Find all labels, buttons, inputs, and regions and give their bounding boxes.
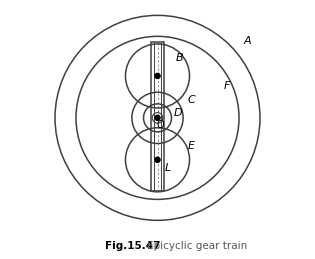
Text: A: A [244, 36, 251, 46]
Text: E: E [188, 141, 195, 151]
Text: B: B [176, 53, 184, 63]
Circle shape [155, 73, 160, 78]
Text: C: C [188, 95, 196, 105]
Text: Fig.15.47: Fig.15.47 [105, 241, 161, 251]
Text: D: D [174, 108, 182, 118]
Circle shape [155, 157, 160, 162]
Text: F: F [224, 81, 230, 91]
Circle shape [155, 115, 160, 120]
Text: L: L [164, 163, 171, 173]
Text: O: O [156, 120, 164, 130]
Text: Epicyclic gear train: Epicyclic gear train [147, 241, 247, 251]
Bar [151, 42, 164, 191]
